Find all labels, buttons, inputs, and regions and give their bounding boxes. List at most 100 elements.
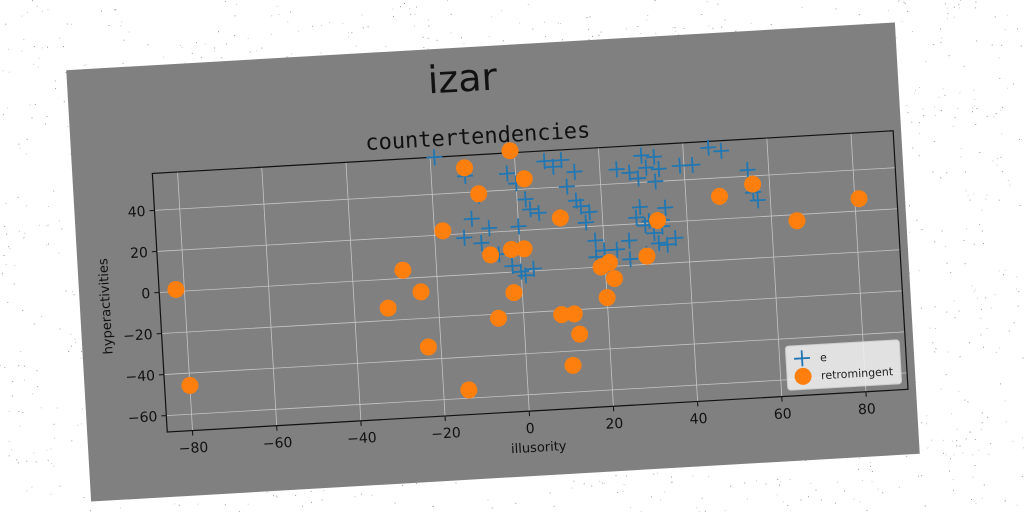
axis-ticks: −80 −60 −40 −20 0 20 40 60 80 −60 −40 −20 0 20 40 (123, 204, 877, 458)
noise-speck (55, 88, 57, 90)
plus-point (638, 159, 655, 176)
noise-speck (70, 333, 72, 335)
noise-speck (744, 482, 746, 484)
plot-area-frame (151, 130, 909, 433)
noise-speck (980, 308, 982, 310)
plus-point (647, 173, 664, 190)
noise-speck (983, 243, 984, 245)
noise-speck (946, 311, 948, 313)
noise-speck (998, 270, 1000, 272)
x-gridline (429, 157, 446, 417)
noise-speck (996, 164, 998, 166)
circle-point (564, 356, 582, 374)
noise-speck (599, 480, 601, 482)
noise-speck (945, 454, 947, 456)
noise-speck (918, 270, 920, 272)
noise-speck (50, 448, 52, 450)
noise-speck (22, 310, 24, 311)
noise-speck (1017, 28, 1018, 30)
noise-speck (14, 264, 16, 266)
noise-speck (70, 345, 72, 347)
noise-speck (974, 7, 976, 9)
noise-speck (869, 461, 871, 463)
noise-speck (50, 493, 52, 495)
noise-speck (89, 510, 91, 512)
noise-speck (919, 122, 920, 124)
noise-speck (934, 115, 936, 117)
noise-speck (224, 504, 226, 506)
noise-speck (213, 50, 215, 52)
noise-speck (972, 111, 973, 113)
noise-speck (835, 8, 837, 10)
noise-speck (926, 415, 927, 417)
noise-speck (361, 493, 363, 495)
noise-speck (837, 481, 838, 483)
noise-speck (249, 51, 251, 53)
noise-speck (236, 4, 238, 5)
noise-speck (487, 499, 489, 501)
noise-speck (557, 22, 559, 24)
y-gridline (166, 372, 908, 417)
noise-speck (954, 116, 956, 118)
noise-speck (696, 507, 698, 509)
circle-point (515, 170, 533, 188)
plus-point (517, 267, 534, 284)
noise-speck (77, 424, 79, 426)
noise-speck (959, 445, 961, 447)
noise-speck (18, 411, 20, 412)
plus-point (545, 158, 562, 175)
noise-speck (1000, 383, 1002, 385)
noise-speck (51, 463, 53, 464)
noise-speck (491, 507, 493, 509)
noise-speck (918, 155, 920, 157)
noise-speck (820, 499, 822, 501)
plus-point (587, 232, 604, 249)
noise-speck (519, 22, 521, 24)
noise-speck (225, 43, 227, 45)
noise-speck (586, 17, 588, 18)
noise-speck (858, 457, 860, 459)
noise-speck (45, 123, 46, 125)
x-tick-label: −80 (178, 440, 208, 458)
noise-speck (977, 298, 979, 300)
noise-speck (73, 294, 75, 296)
noise-speck (21, 50, 23, 52)
noise-speck (18, 365, 20, 367)
noise-speck (976, 108, 978, 110)
noise-speck (765, 483, 767, 485)
noise-speck (6, 233, 8, 235)
noise-speck (277, 496, 279, 498)
plus-point (749, 192, 766, 209)
noise-speck (5, 203, 7, 204)
noise-speck (935, 328, 936, 329)
noise-speck (915, 89, 916, 91)
noise-speck (935, 348, 937, 350)
noise-speck (912, 147, 914, 149)
noise-speck (2, 70, 4, 72)
noise-speck (532, 28, 534, 30)
legend-label: e (820, 351, 828, 364)
circle-point (482, 246, 500, 264)
noise-speck (800, 499, 802, 501)
noise-speck (80, 423, 82, 425)
noise-speck (598, 34, 600, 36)
noise-speck (23, 379, 25, 381)
noise-speck (53, 190, 55, 192)
noise-speck (1006, 14, 1008, 16)
noise-speck (903, 1, 905, 3)
noise-speck (4, 367, 6, 369)
noise-speck (549, 492, 551, 494)
noise-speck (911, 121, 913, 123)
noise-speck (53, 423, 55, 425)
noise-speck (756, 480, 757, 482)
noise-speck (958, 390, 960, 392)
plus-point (504, 257, 521, 274)
y-tick-label: −60 (127, 409, 157, 427)
noise-speck (71, 290, 73, 292)
noise-speck (615, 475, 617, 477)
noise-speck (59, 37, 61, 39)
noise-speck (921, 229, 923, 230)
noise-speck (965, 438, 967, 440)
noise-speck (59, 328, 61, 330)
